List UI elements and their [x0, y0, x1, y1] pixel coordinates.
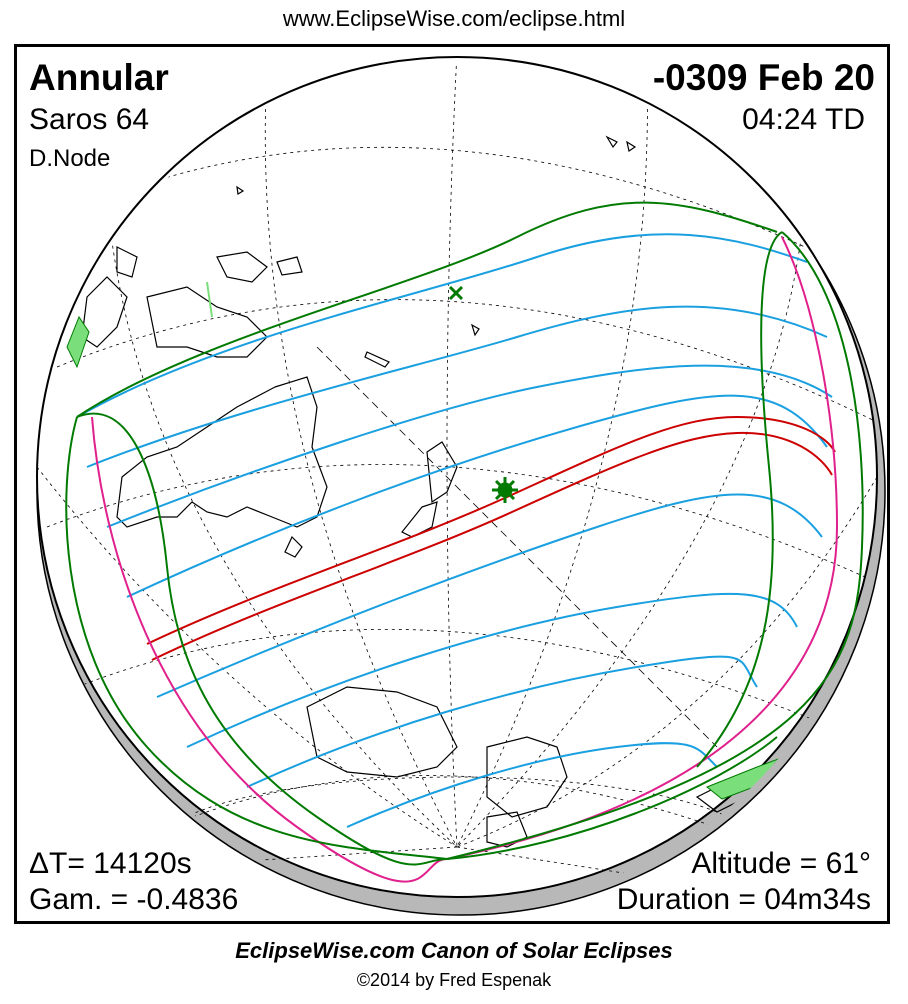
- highlighted-coast-west: [66, 315, 90, 369]
- site-url: www.EclipseWise.com/eclipse.html: [282, 6, 626, 31]
- central-path: [146, 415, 836, 661]
- greatest-eclipse-marker: [492, 477, 518, 503]
- penumbral-magnitude-lines: [76, 233, 833, 828]
- annular-duration: Duration = 04m34s: [616, 883, 871, 916]
- sun-altitude: Altitude = 61°: [691, 847, 871, 880]
- node-label: D.Node: [29, 145, 111, 172]
- globe-map: [36, 56, 886, 916]
- eclipse-date: -0309 Feb 20: [652, 57, 875, 98]
- canon-title: EclipseWise.com Canon of Solar Eclipses: [235, 938, 673, 963]
- subsolar-marker: [448, 285, 464, 301]
- penumbral-limits: [65, 201, 864, 866]
- eclipse-type: Annular: [29, 57, 169, 98]
- copyright: ©2014 by Fred Espenak: [356, 970, 552, 990]
- gamma-value: Gam. = -0.4836: [29, 883, 239, 916]
- eclipse-time: 04:24 TD: [742, 103, 865, 136]
- highlighted-line-north: [206, 281, 213, 318]
- eclipse-map-panel: Annular Saros 64 D.Node -0309 Feb 20 04:…: [14, 44, 890, 924]
- delta-t: ΔT= 14120s: [29, 847, 192, 880]
- saros-number: Saros 64: [29, 103, 150, 136]
- rise-set-curves: [91, 236, 839, 883]
